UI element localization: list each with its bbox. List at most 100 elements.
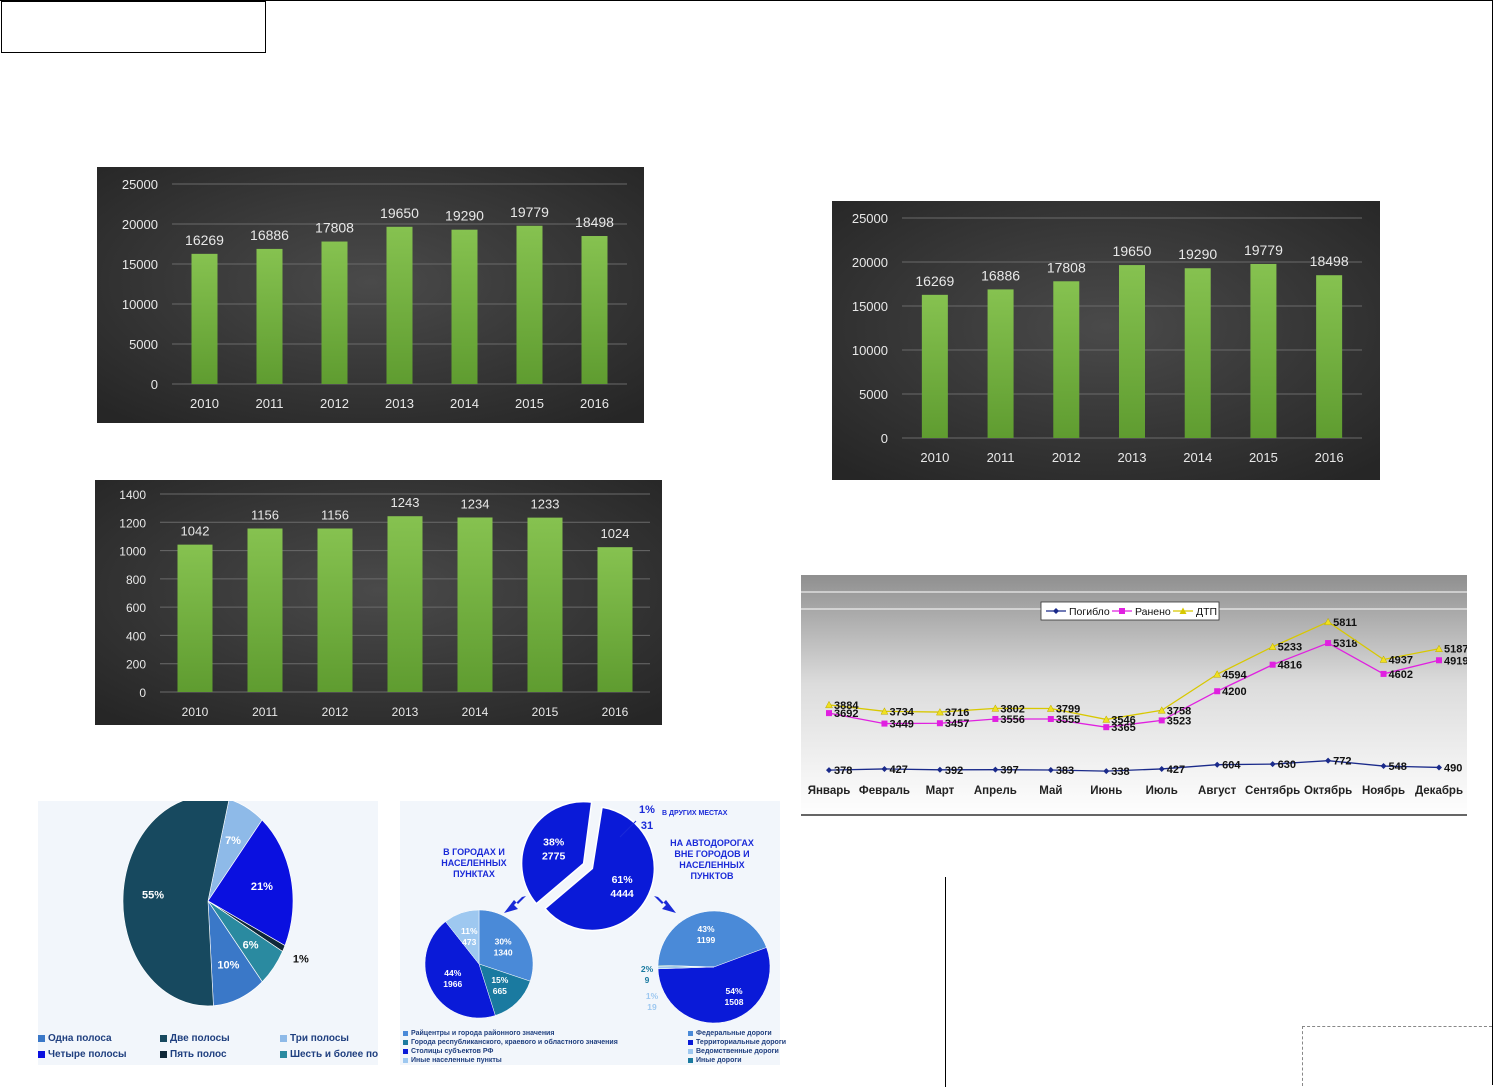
- pie-chart-lanes-svg: 7% 21% 1% 6% 10% 55%: [122, 795, 309, 1007]
- bar: [597, 547, 633, 692]
- x-tick-label: 2015: [1249, 450, 1278, 465]
- slice-label: 7%: [225, 835, 241, 847]
- pie-slice: [478, 909, 534, 982]
- legend-label: Погибло: [1069, 606, 1110, 618]
- data-label: 4200: [1222, 686, 1246, 698]
- data-label: 338: [1111, 766, 1129, 778]
- pie-chart-places-svg: 61% 4444 38% 2775 1% 31 В ДРУГИХ МЕСТАХ В ГОРОД…: [424, 800, 771, 1024]
- data-point: [1158, 717, 1165, 724]
- series-line: [828, 760, 1440, 772]
- legend-item: Федеральные дороги: [688, 1030, 772, 1037]
- data-label: 4594: [1222, 669, 1247, 681]
- slice-value: 1199: [697, 935, 716, 945]
- data-point: [936, 766, 943, 773]
- group-title: В ГОРОДАХ И: [443, 847, 505, 857]
- data-label: 5811: [1333, 617, 1357, 629]
- line-chart-monthly: 378 427 392 397 383 338 427 604 630 772 548 490 3692…: [801, 575, 1468, 817]
- legend-swatch: [38, 1034, 45, 1042]
- slice-label: 21%: [251, 881, 273, 893]
- bar: [1119, 265, 1145, 438]
- data-point: [1046, 704, 1055, 712]
- pie-slice: [544, 806, 656, 932]
- data-point: [880, 707, 889, 715]
- data-point: [1047, 767, 1054, 774]
- y-tick-label: 1000: [119, 545, 146, 559]
- data-label: 1024: [601, 526, 630, 541]
- group-title: ПУНКТОВ: [690, 871, 734, 881]
- data-label: 19290: [1178, 246, 1217, 262]
- group-title: ВНЕ ГОРОДОВ И: [674, 849, 749, 859]
- data-point: [1380, 763, 1387, 770]
- data-label: 772: [1333, 756, 1351, 768]
- data-point: [1379, 655, 1388, 663]
- y-tick-label: 800: [126, 573, 146, 587]
- data-point: [1214, 761, 1221, 768]
- y-tick-label: 25000: [122, 177, 158, 192]
- data-point: [1103, 724, 1110, 731]
- x-tick-label: 2012: [322, 705, 349, 719]
- legend-item: Три полосы: [280, 1033, 349, 1044]
- slice-value: 9: [645, 975, 650, 985]
- pie-lanes-legend: Одна полоса Две полосы Три полосы Четыре по…: [38, 1033, 378, 1065]
- pie-slice: [207, 819, 294, 947]
- data-label: 17808: [315, 220, 354, 236]
- data-label: 3457: [945, 718, 969, 730]
- slice-label: 1%: [639, 804, 655, 816]
- legend-item: Райцентры и города районного значения: [403, 1030, 554, 1037]
- x-tick-label: Сентябрь: [1245, 785, 1300, 797]
- legend-marker: [1053, 608, 1059, 614]
- data-label: 5187: [1444, 644, 1467, 656]
- legend-swatch: [280, 1034, 287, 1042]
- slice-label: 11%: [461, 926, 478, 936]
- data-label: 3556: [1000, 714, 1024, 726]
- data-label: 1243: [391, 495, 420, 510]
- pie-chart-lanes: 7% 21% 1% 6% 10% 55% Одна полоса Две полосы Три…: [38, 795, 378, 1065]
- x-tick-label: 2016: [580, 396, 609, 411]
- data-label: 16269: [915, 273, 954, 289]
- x-tick-label: 2012: [1052, 450, 1081, 465]
- pie-group: [122, 795, 294, 1007]
- x-tick-label: Май: [1039, 785, 1062, 797]
- data-point: [1436, 764, 1442, 771]
- slice-label: 54%: [725, 986, 742, 996]
- data-label: 3799: [1056, 704, 1080, 716]
- data-label: 3802: [1000, 703, 1024, 715]
- x-tick-label: 2010: [920, 450, 949, 465]
- y-tick-label: 0: [151, 377, 158, 392]
- pie-places-legend: Райцентры и города районного значения Гор…: [400, 1030, 786, 1065]
- legend-item: Шесть и более полос: [280, 1049, 378, 1060]
- bar: [317, 528, 353, 692]
- legend-swatch: [403, 1057, 408, 1063]
- data-label: 1042: [181, 524, 210, 539]
- bar: [527, 517, 563, 692]
- x-tick-label: Июль: [1146, 785, 1178, 797]
- data-point: [1214, 688, 1221, 695]
- legend-item: Столицы субъектов РФ: [403, 1048, 493, 1055]
- y-tick-label: 25000: [852, 211, 888, 226]
- legend-item: Города республиканского, краевого и обла…: [403, 1039, 618, 1046]
- data-label: 3716: [945, 707, 969, 719]
- legend-swatch: [160, 1050, 167, 1058]
- data-label: 18498: [575, 214, 614, 230]
- data-label: 548: [1389, 761, 1407, 773]
- legend-label: Города республиканского, краевого и обла…: [411, 1039, 618, 1046]
- bar: [1184, 268, 1211, 438]
- data-label: 3546: [1111, 714, 1135, 726]
- legend-label: Райцентры и города районного значения: [411, 1030, 555, 1037]
- data-label: 19779: [510, 204, 549, 220]
- data-point: [881, 720, 888, 727]
- data-label: 3365: [1111, 722, 1135, 734]
- slice-label: 1%: [293, 953, 309, 965]
- bar: [321, 241, 348, 384]
- divider-line: [945, 877, 946, 1087]
- x-tick-label: 2011: [987, 450, 1015, 465]
- legend-item: Ведомственные дороги: [688, 1048, 779, 1055]
- data-point: [1325, 757, 1332, 764]
- y-tick-label: 15000: [852, 299, 888, 314]
- data-point: [1103, 768, 1110, 775]
- arrow-icon: [504, 896, 526, 913]
- y-tick-label: 0: [881, 431, 888, 446]
- y-tick-label: 1200: [119, 516, 146, 530]
- legend-label: Ранено: [1135, 606, 1171, 618]
